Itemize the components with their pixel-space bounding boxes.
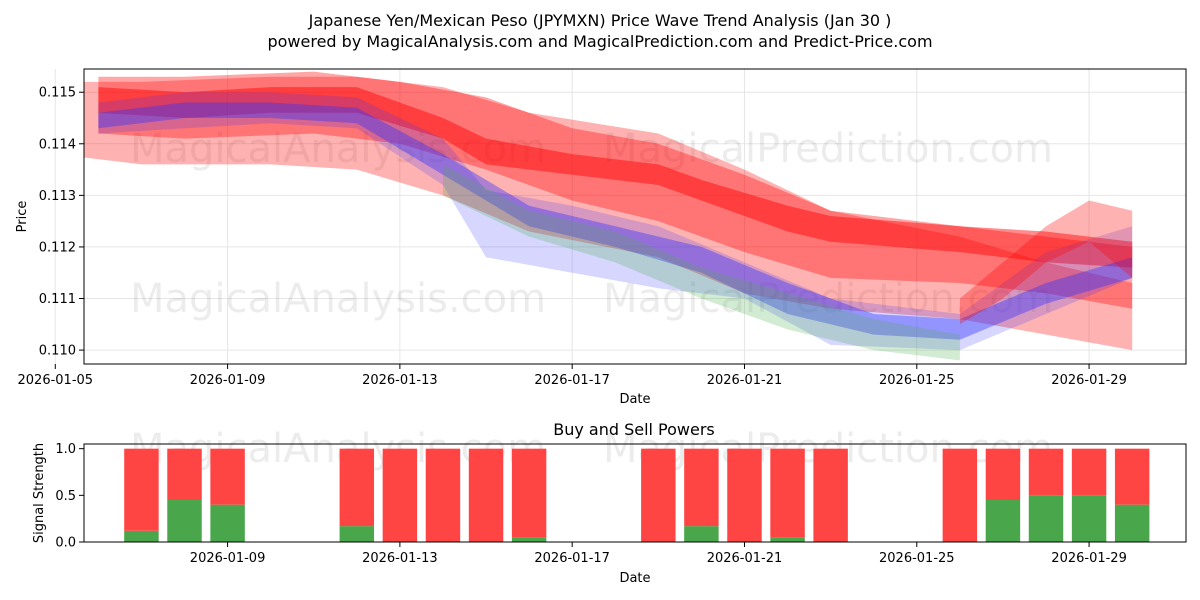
- sell-bar: [124, 448, 159, 531]
- x-tick-label: 2026-01-29: [1051, 373, 1127, 388]
- chart-subtitle: powered by MagicalAnalysis.com and Magic…: [267, 32, 932, 51]
- x-tick-label: 2026-01-25: [879, 551, 955, 566]
- y-tick-label: 0.113: [39, 189, 76, 204]
- y-axis-label: Signal Strength: [32, 443, 47, 543]
- wave-band-red-wave-mid: [98, 71, 1133, 309]
- sell-bar: [684, 448, 719, 527]
- power-plot-frame: [83, 443, 1187, 543]
- x-tick-label: 2026-01-17: [534, 551, 610, 566]
- sell-bar: [382, 448, 418, 542]
- buy-bar: [167, 500, 202, 542]
- sell-bar: [985, 448, 1021, 500]
- sell-bar: [511, 448, 547, 538]
- sell-bar: [339, 448, 375, 527]
- x-tick-label: 2026-01-25: [879, 373, 955, 388]
- x-tick-label: 2026-01-21: [707, 373, 783, 388]
- watermark-text: MagicalAnalysis.com: [130, 276, 546, 322]
- buy-bar: [1071, 495, 1107, 542]
- wave-band-blue-wave-wide: [98, 92, 1133, 351]
- price-wave-plot: 2026-01-05 2026-01-09 2026-01-13 2026-01-17…: [15, 68, 1187, 407]
- sell-bar: [813, 448, 848, 542]
- buy-bar: [1028, 495, 1064, 542]
- watermark-text: MagicalAnalysis.com: [130, 126, 546, 172]
- y-tick-label: 0.114: [39, 137, 76, 152]
- wave-band-tail-wave: [959, 200, 1133, 325]
- y-tick-label: 0.112: [39, 240, 76, 255]
- x-tick-label: 2026-01-29: [1051, 551, 1127, 566]
- watermark-text: MagicalPrediction.com: [603, 276, 1053, 322]
- wave-band-red-wave-wide: [84, 76, 1133, 351]
- buy-bar: [339, 526, 375, 542]
- sell-bar: [1114, 448, 1150, 505]
- x-tick-label: 2026-01-17: [534, 373, 610, 388]
- sell-bar: [1028, 448, 1064, 496]
- x-tick-label: 2026-01-13: [362, 551, 438, 566]
- wave-band-red-wave-core: [98, 87, 1133, 268]
- wave-band-green-wave: [443, 164, 960, 361]
- y-tick-label: 0.111: [39, 292, 76, 307]
- buy-bar: [1114, 504, 1150, 542]
- y-tick-label: 1.0: [55, 442, 76, 457]
- buy-bar: [770, 537, 805, 542]
- sell-bar: [1071, 448, 1107, 496]
- chart-title: Japanese Yen/Mexican Peso (JPYMXN) Price…: [308, 11, 892, 30]
- sell-bar: [942, 448, 978, 542]
- buy-bar: [511, 537, 547, 542]
- plot-frame: [83, 68, 1187, 365]
- power-chart-title: Buy and Sell Powers: [553, 420, 715, 439]
- sell-bar: [167, 448, 202, 500]
- x-axis-label: Date: [619, 571, 650, 586]
- buy-bar: [985, 500, 1021, 542]
- sell-bar: [727, 448, 762, 542]
- x-axis-label: Date: [619, 392, 650, 407]
- x-tick-label: 2026-01-09: [190, 373, 266, 388]
- buy-bar: [210, 504, 245, 542]
- sell-bar: [425, 448, 461, 542]
- y-tick-label: 0.5: [55, 489, 76, 504]
- y-tick-label: 0.0: [55, 536, 76, 551]
- sell-bar: [770, 448, 805, 538]
- y-tick-label: 0.110: [39, 344, 76, 359]
- buy-sell-power-plot: Buy and Sell PowersMagicalAnalysis.comMa…: [32, 420, 1187, 586]
- buy-bar: [684, 526, 719, 542]
- x-tick-label: 2026-01-21: [707, 551, 783, 566]
- x-tick-label: 2026-01-05: [18, 373, 94, 388]
- y-tick-label: 0.115: [39, 86, 76, 101]
- sell-bar: [641, 448, 676, 542]
- wave-bands: [84, 71, 1133, 361]
- y-axis-label: Price: [15, 201, 30, 233]
- sell-bar: [210, 448, 245, 505]
- watermark-text: MagicalPrediction.com: [603, 126, 1053, 172]
- buy-bar: [124, 530, 159, 542]
- x-tick-label: 2026-01-09: [190, 551, 266, 566]
- x-tick-label: 2026-01-13: [362, 373, 438, 388]
- sell-bar: [468, 448, 504, 542]
